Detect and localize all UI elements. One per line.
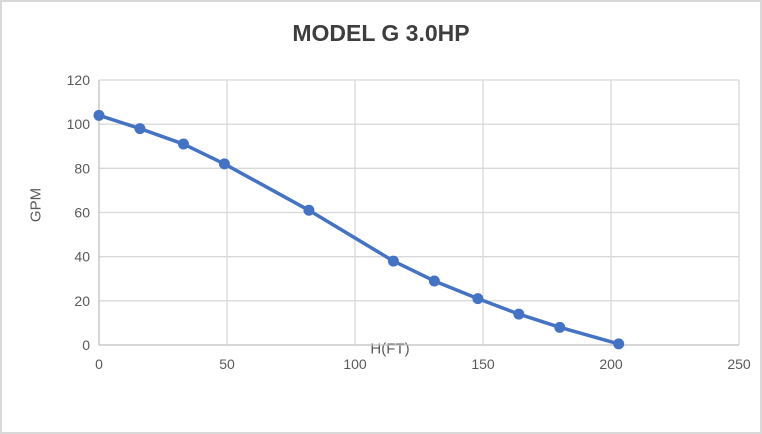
data-point-marker (613, 338, 625, 350)
x-tick-label: 150 (471, 356, 495, 372)
series-line (97, 113, 621, 346)
series-markers (93, 109, 625, 350)
y-tick-labels: 0 20 40 60 80 100 120 (67, 72, 91, 353)
x-tick-label: 250 (727, 356, 751, 372)
chart-title: MODEL G 3.0HP (292, 20, 470, 46)
data-point-marker (218, 158, 230, 170)
data-point-marker (387, 255, 399, 267)
data-point-marker (134, 123, 146, 135)
data-point-marker (554, 321, 566, 333)
x-tick-label: 100 (343, 356, 367, 372)
data-point-marker (303, 204, 315, 216)
data-point-marker (513, 308, 525, 320)
gridlines (99, 79, 740, 345)
y-tick-label: 0 (82, 337, 90, 353)
data-point-marker (93, 109, 105, 121)
y-tick-label: 120 (67, 72, 91, 88)
y-tick-label: 100 (67, 116, 91, 132)
x-tick-labels: 0 50 100 150 200 250 (95, 356, 751, 372)
data-point-marker (428, 275, 440, 287)
x-tick-label: 0 (95, 356, 103, 372)
y-tick-label: 40 (74, 249, 90, 265)
x-tick-label: 50 (219, 356, 235, 372)
data-point-marker (472, 293, 484, 305)
data-point-marker (177, 138, 189, 150)
y-tick-label: 60 (74, 205, 90, 221)
x-tick-label: 200 (599, 356, 623, 372)
y-tick-label: 80 (74, 160, 90, 176)
y-tick-label: 20 (74, 293, 90, 309)
axes (98, 80, 739, 346)
